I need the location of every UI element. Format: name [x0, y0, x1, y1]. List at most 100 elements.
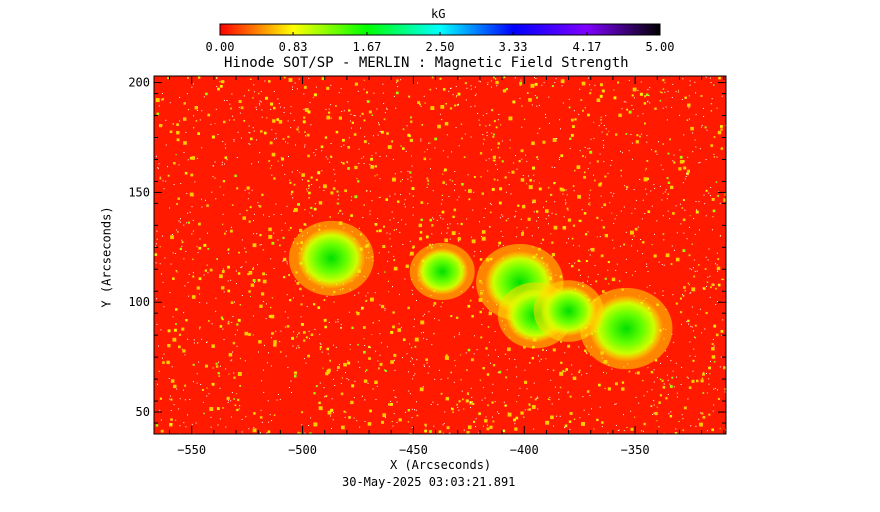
field-speckle: [414, 373, 416, 375]
field-speckle: [672, 212, 675, 215]
field-speckle: [350, 113, 352, 115]
field-speckle: [292, 345, 294, 347]
field-speckle: [222, 141, 224, 142]
field-speckle: [292, 297, 294, 299]
field-speckle: [528, 175, 529, 177]
field-speckle: [417, 101, 421, 104]
field-speckle: [601, 89, 605, 93]
field-speckle: [507, 412, 512, 417]
field-speckle: [524, 369, 526, 371]
field-speckle: [166, 360, 170, 365]
field-speckle: [455, 127, 457, 129]
field-speckle: [304, 131, 306, 133]
field-speckle: [413, 375, 415, 377]
field-speckle: [686, 376, 688, 378]
field-speckle: [291, 392, 292, 393]
field-speckle: [639, 179, 641, 180]
field-speckle: [337, 198, 339, 200]
field-speckle: [656, 220, 658, 222]
field-speckle: [211, 191, 213, 193]
field-speckle: [184, 354, 186, 356]
field-speckle: [642, 113, 644, 115]
field-speckle: [363, 379, 368, 383]
field-speckle: [354, 294, 356, 296]
field-speckle: [495, 164, 497, 165]
field-speckle: [277, 239, 279, 241]
field-speckle: [670, 360, 672, 362]
field-speckle: [587, 276, 589, 278]
field-speckle: [312, 96, 314, 98]
field-speckle: [178, 164, 180, 166]
field-speckle: [721, 278, 723, 281]
field-speckle: [572, 224, 576, 227]
field-speckle: [217, 372, 220, 375]
field-speckle: [565, 203, 567, 205]
field-speckle: [661, 264, 663, 265]
field-speckle: [679, 114, 681, 116]
field-speckle: [437, 124, 441, 129]
field-speckle: [467, 400, 469, 402]
field-speckle: [600, 119, 602, 121]
field-speckle: [587, 77, 589, 79]
field-speckle: [654, 411, 658, 416]
field-speckle: [183, 152, 185, 154]
field-speckle: [258, 161, 259, 163]
field-speckle: [699, 412, 701, 414]
field-speckle: [470, 85, 472, 87]
field-speckle: [562, 193, 564, 195]
field-speckle: [536, 96, 538, 99]
field-speckle: [546, 350, 547, 351]
field-speckle: [397, 200, 400, 203]
field-speckle: [593, 428, 595, 430]
field-speckle: [340, 146, 342, 148]
field-speckle: [569, 137, 572, 140]
field-speckle: [643, 395, 645, 397]
field-speckle: [487, 354, 489, 356]
field-speckle: [333, 412, 334, 414]
field-speckle: [478, 431, 480, 433]
field-speckle: [396, 421, 398, 423]
field-speckle: [159, 177, 162, 180]
field-speckle: [603, 90, 605, 92]
field-speckle: [297, 334, 299, 336]
field-speckle: [343, 144, 345, 146]
field-speckle: [327, 410, 332, 415]
field-speckle: [601, 206, 603, 208]
field-speckle: [265, 318, 267, 320]
field-speckle: [409, 193, 411, 195]
field-speckle: [287, 135, 290, 138]
field-speckle: [555, 78, 557, 80]
field-speckle: [661, 379, 664, 382]
field-speckle: [548, 96, 550, 98]
field-speckle: [269, 414, 271, 416]
field-speckle: [621, 381, 625, 384]
field-speckle: [192, 83, 194, 85]
field-speckle: [418, 223, 422, 228]
field-speckle: [319, 342, 321, 344]
field-speckle: [311, 215, 313, 217]
field-speckle: [533, 211, 535, 213]
field-speckle: [567, 344, 571, 348]
field-speckle: [584, 349, 587, 352]
field-speckle: [564, 352, 566, 354]
field-speckle: [548, 223, 549, 225]
field-speckle: [426, 148, 428, 150]
field-speckle: [228, 373, 230, 375]
field-speckle: [589, 202, 591, 204]
field-speckle: [689, 84, 691, 86]
field-speckle: [547, 398, 550, 400]
field-speckle: [679, 160, 684, 164]
field-speckle: [240, 137, 242, 139]
field-speckle: [365, 369, 368, 372]
field-speckle: [588, 413, 590, 415]
field-speckle: [719, 202, 721, 204]
field-speckle: [204, 364, 208, 368]
field-speckle: [331, 428, 332, 429]
field-speckle: [222, 328, 224, 330]
field-speckle: [516, 168, 518, 170]
field-speckle: [363, 140, 367, 144]
field-speckle: [193, 115, 195, 117]
field-speckle: [222, 180, 225, 183]
field-speckle: [459, 77, 461, 79]
field-speckle: [363, 88, 365, 90]
